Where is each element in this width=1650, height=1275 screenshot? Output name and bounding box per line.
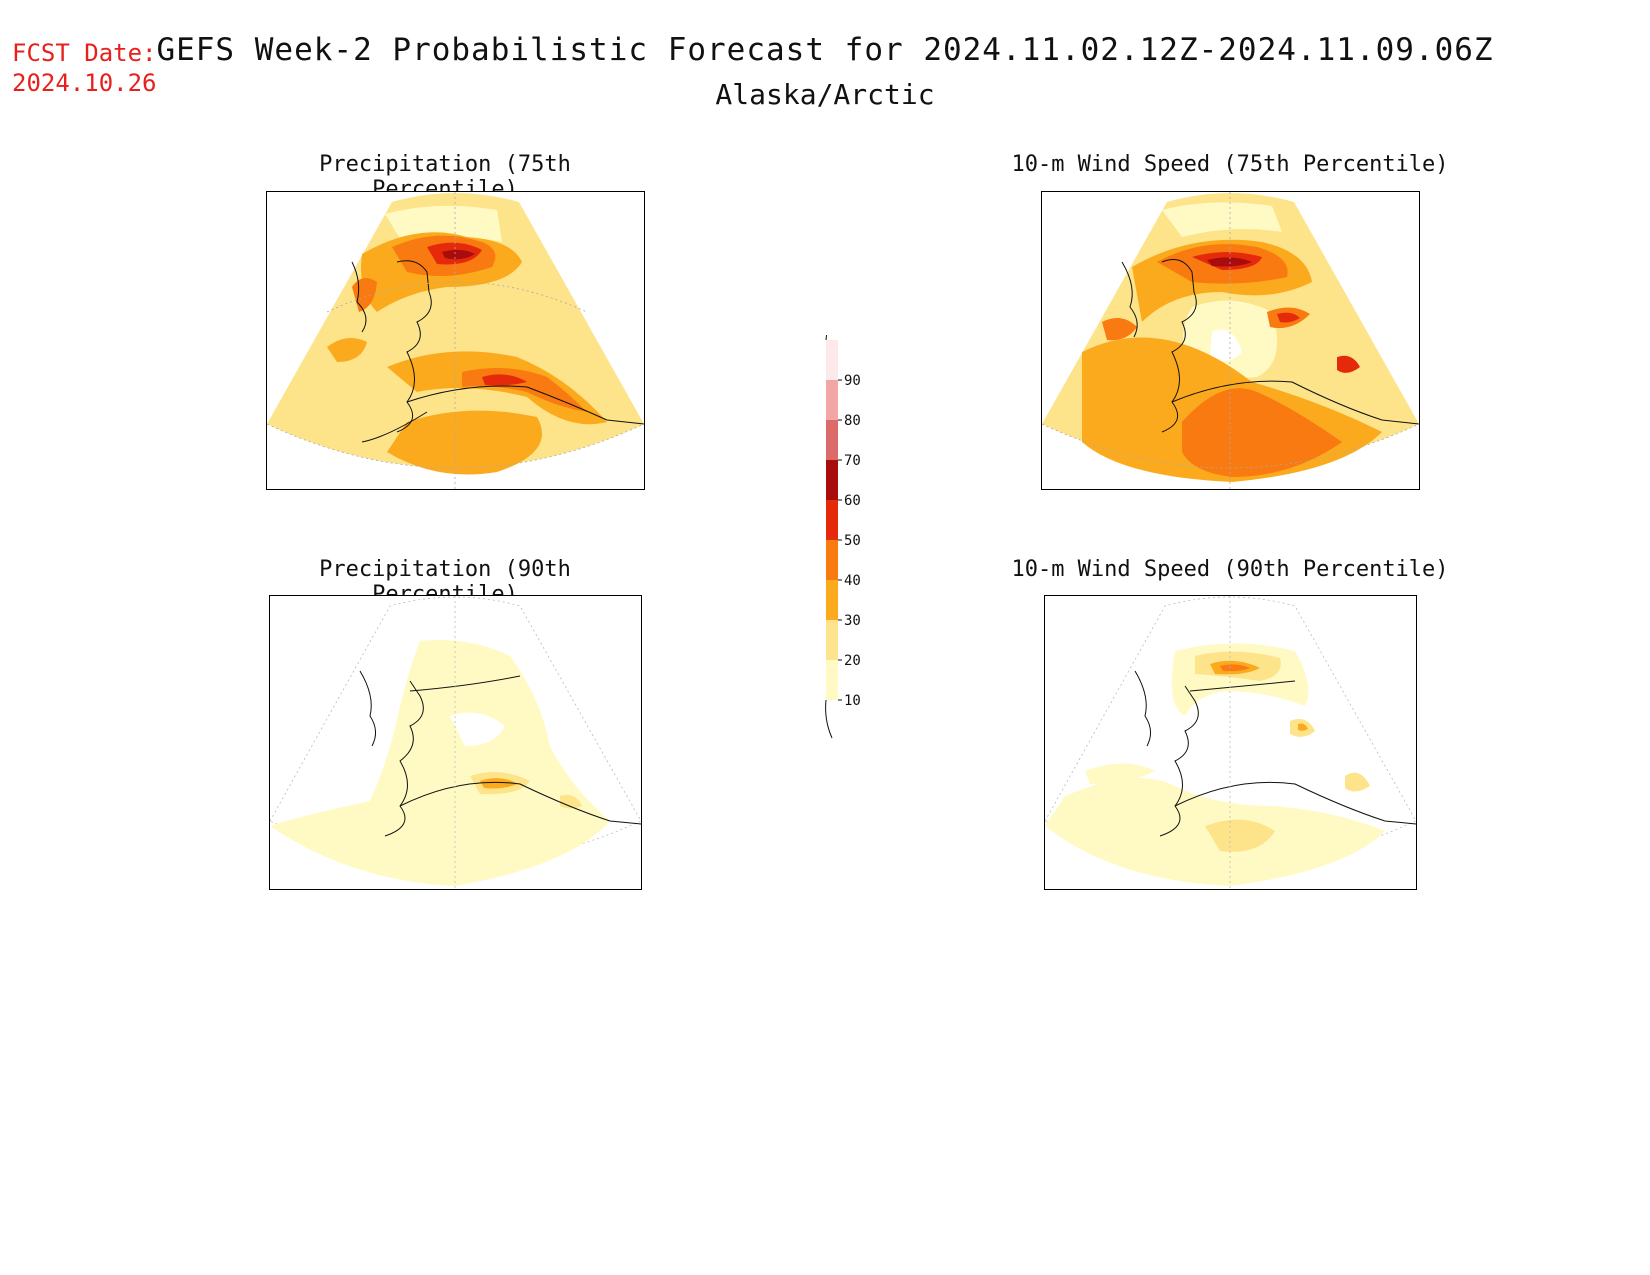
colorbar-swatch xyxy=(826,500,838,540)
colorbar-swatch xyxy=(826,460,838,500)
colorbar-swatch xyxy=(826,380,838,420)
panel-title-precip-90: Precipitation (90th Percentile) xyxy=(319,557,571,607)
colorbar-tick-label: 10 xyxy=(844,693,861,709)
colorbar-swatch xyxy=(826,420,838,460)
map-precip-90 xyxy=(269,595,642,890)
colorbar-tick-label: 20 xyxy=(844,653,861,669)
colorbar-swatch xyxy=(826,660,838,700)
colorbar-top-arrow xyxy=(825,301,835,341)
colorbar-swatch xyxy=(826,340,838,380)
colorbar-bottom-arrow xyxy=(825,699,833,739)
fcst-date-label: FCST Date: xyxy=(12,39,157,67)
colorbar-legend: 10 20 30 40 50 60 70 80 90 xyxy=(820,301,880,745)
colorbar-tick-label: 40 xyxy=(844,573,861,589)
region-subtitle: Alaska/Arctic xyxy=(715,78,935,111)
colorbar-tick-label: 70 xyxy=(844,453,861,469)
colorbar-swatch xyxy=(826,540,838,580)
page-title: GEFS Week-2 Probabilistic Forecast for 2… xyxy=(156,32,1494,68)
panel-title-wind-75: 10-m Wind Speed (75th Percentile) xyxy=(1011,152,1449,177)
panel-title-wind-90: 10-m Wind Speed (90th Percentile) xyxy=(1011,557,1449,582)
map-wind-75 xyxy=(1041,191,1420,490)
forecast-date-block: FCST Date: 2024.10.26 xyxy=(12,38,157,98)
colorbar-swatch xyxy=(826,620,838,660)
map-precip-75 xyxy=(266,191,645,490)
colorbar-swatch xyxy=(826,580,838,620)
colorbar-tick-label: 30 xyxy=(844,613,861,629)
colorbar-tick-label: 90 xyxy=(844,373,861,389)
colorbar-tick-label: 50 xyxy=(844,533,861,549)
fcst-date-value: 2024.10.26 xyxy=(12,69,157,97)
colorbar-tick-label: 60 xyxy=(844,493,861,509)
colorbar-tick-label: 80 xyxy=(844,413,861,429)
map-wind-90 xyxy=(1044,595,1417,890)
